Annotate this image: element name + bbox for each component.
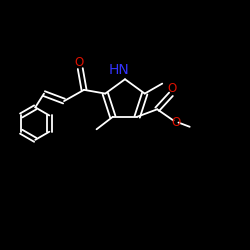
Text: O: O [74,56,84,69]
Text: O: O [172,116,181,129]
Text: HN: HN [108,63,129,77]
Text: O: O [168,82,177,94]
